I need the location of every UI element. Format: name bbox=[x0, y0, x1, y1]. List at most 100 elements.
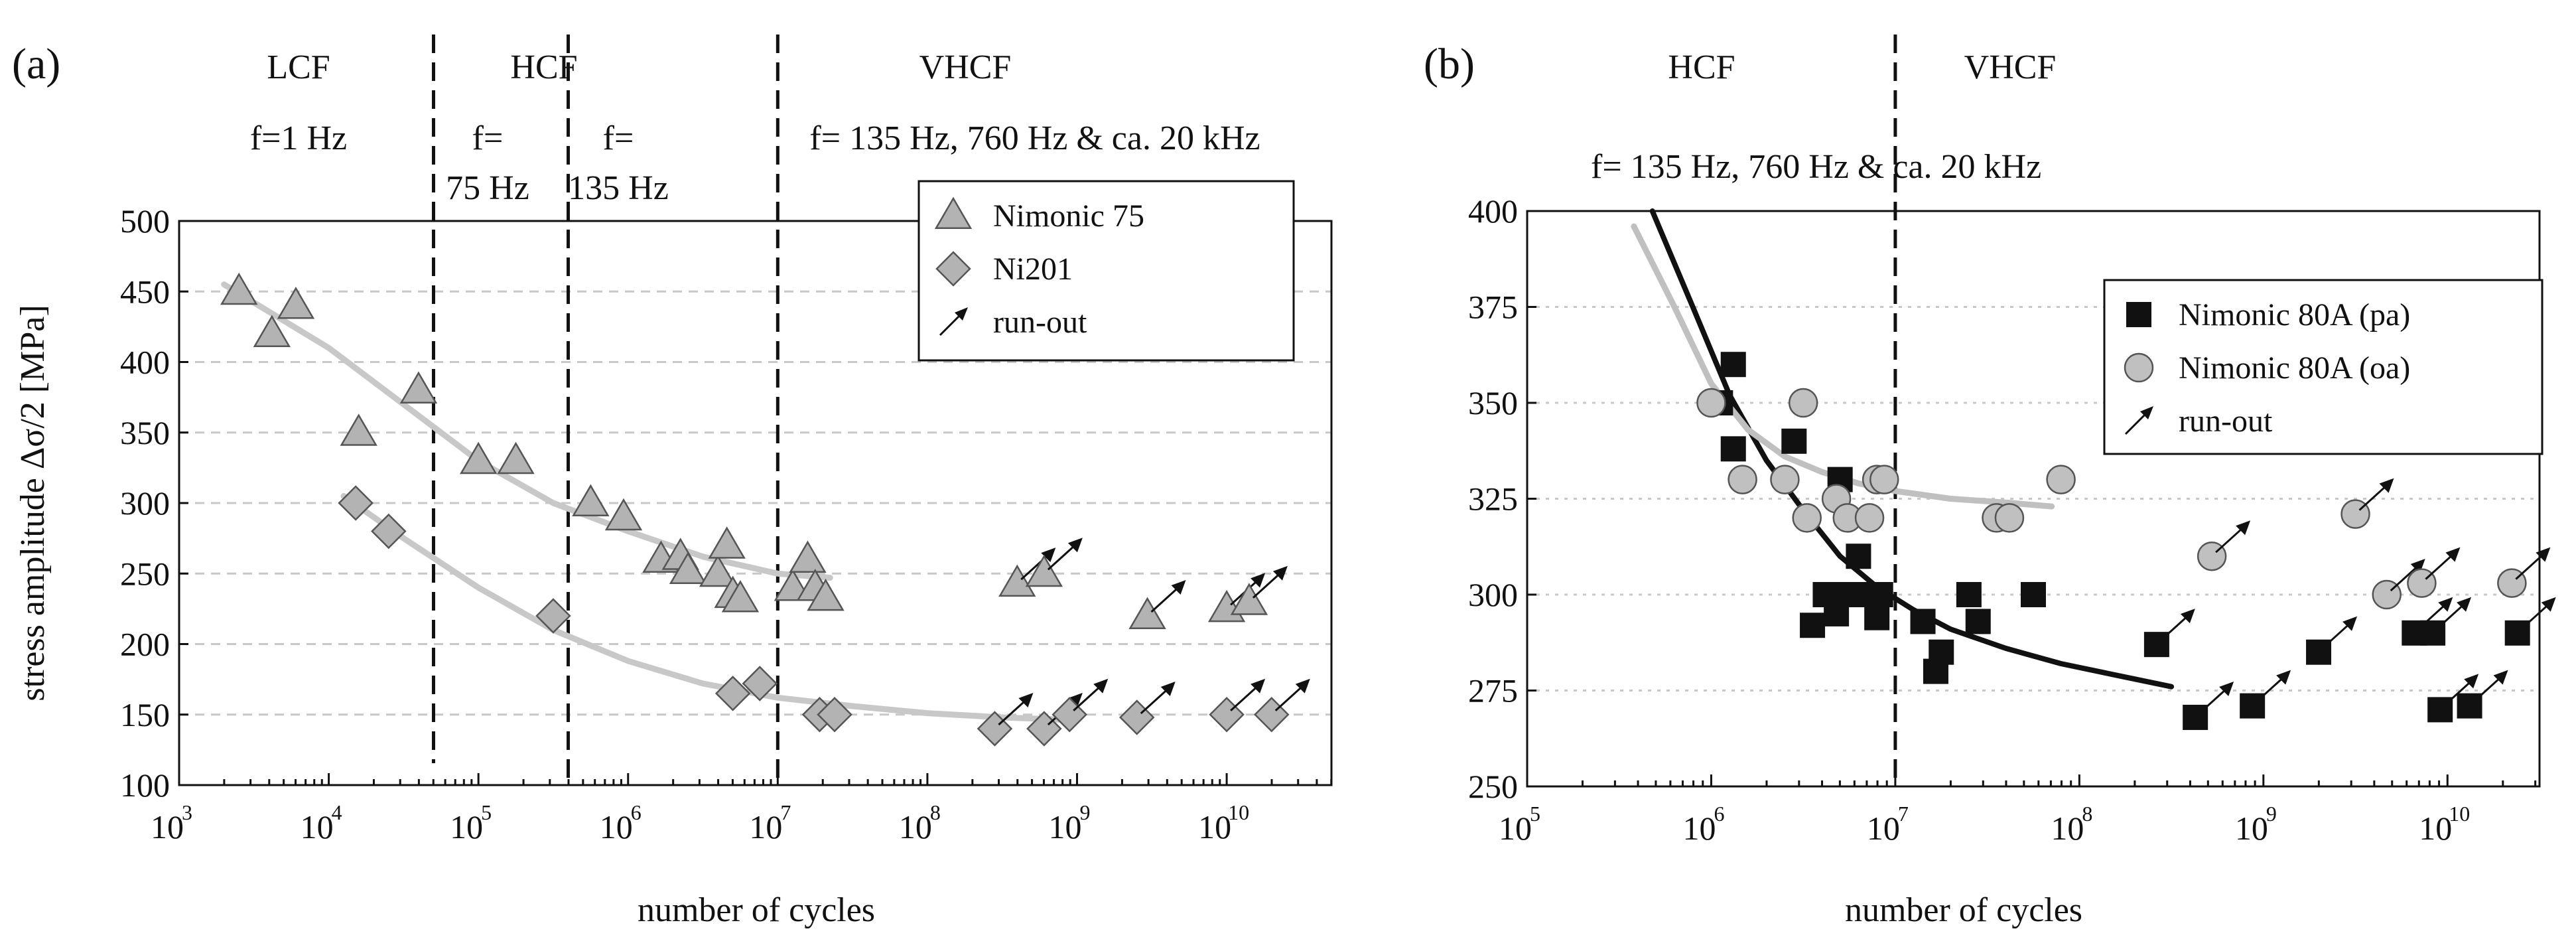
legend: Nimonic 80A (pa) Nimonic 80A (oa) run-out bbox=[2103, 279, 2543, 455]
data-point bbox=[1696, 388, 1726, 418]
runout-arrow-shaft bbox=[2322, 622, 2352, 649]
x-tick-label: 108 bbox=[2051, 802, 2092, 847]
y-tick-label: 350 bbox=[1468, 384, 1518, 421]
runout-arrow-head bbox=[2464, 674, 2479, 689]
data-point bbox=[340, 413, 377, 446]
x-tick-label: 105 bbox=[1499, 802, 1540, 847]
runout-arrow-shaft bbox=[1252, 571, 1282, 599]
runout-arrow-head bbox=[1018, 693, 1034, 707]
data-point bbox=[2021, 582, 2046, 607]
runout-arrow-head bbox=[2536, 547, 2551, 562]
legend-label: run-out bbox=[993, 305, 1087, 340]
data-point bbox=[669, 551, 707, 584]
data-point bbox=[535, 598, 571, 634]
runout-arrow-head bbox=[2438, 597, 2453, 612]
x-tick-base: 10 bbox=[2235, 810, 2268, 847]
x-tick-base: 10 bbox=[450, 808, 483, 845]
data-point bbox=[1788, 388, 1818, 418]
runout-arrow-shaft bbox=[998, 698, 1028, 726]
x-tick-base: 10 bbox=[749, 808, 782, 845]
region-freq-hcf-2: f= bbox=[603, 119, 634, 157]
y-tick-label: 350 bbox=[120, 414, 170, 451]
runout-point bbox=[1230, 583, 1268, 615]
data-point bbox=[1781, 428, 1807, 454]
x-tick-base: 10 bbox=[1499, 810, 1532, 847]
legend-marker bbox=[2126, 302, 2151, 327]
data-point bbox=[1728, 465, 1757, 494]
runout-arrow-shaft bbox=[1274, 684, 1304, 711]
data-point bbox=[1720, 436, 1746, 462]
x-tick-exponent: 9 bbox=[1080, 800, 1091, 824]
runout-arrow-head bbox=[1251, 678, 1266, 694]
x-tick-exponent: 8 bbox=[930, 800, 941, 824]
x-tick-label: 109 bbox=[2235, 802, 2277, 847]
x-tick-base: 10 bbox=[2051, 810, 2084, 847]
region-freq-hcf-2b: 135 Hz bbox=[568, 169, 669, 207]
legend-label: Nimonic 75 bbox=[993, 198, 1144, 234]
data-point bbox=[1910, 609, 1936, 634]
x-tick-exponent: 5 bbox=[481, 800, 492, 824]
data-point bbox=[604, 498, 643, 531]
data-point bbox=[220, 272, 258, 305]
runout-point bbox=[1128, 597, 1166, 629]
fit-curve bbox=[221, 281, 833, 581]
runout-arrow-shaft bbox=[1047, 544, 1077, 571]
y-tick-label: 400 bbox=[120, 344, 170, 381]
region-label-lcf: LCF bbox=[267, 48, 330, 86]
x-tick-exponent: 6 bbox=[631, 800, 642, 824]
series-ni201 bbox=[338, 485, 1310, 747]
series-nimonic-80a-oa- bbox=[1696, 388, 2551, 610]
data-point bbox=[1965, 609, 1991, 634]
data-point bbox=[371, 513, 407, 549]
runout-arrow-head bbox=[2541, 597, 2556, 612]
x-tick-base: 10 bbox=[301, 808, 334, 845]
data-point bbox=[1869, 465, 1899, 494]
runout-arrow-shaft bbox=[2443, 680, 2473, 707]
x-tick-base: 10 bbox=[899, 808, 932, 845]
panel-label: (a) bbox=[12, 40, 60, 88]
legend-frame bbox=[917, 180, 1295, 362]
x-tick-base: 10 bbox=[151, 808, 184, 845]
legend-frame bbox=[2103, 279, 2543, 455]
data-point bbox=[1854, 503, 1885, 533]
data-point bbox=[459, 441, 498, 475]
runout-arrow-head bbox=[2493, 670, 2508, 685]
runout-arrow-shaft bbox=[2358, 484, 2388, 511]
y-tick-label: 400 bbox=[1468, 192, 1518, 230]
legend-label: run-out bbox=[2179, 403, 2273, 439]
x-tick-exponent: 5 bbox=[1530, 802, 1540, 826]
x-tick-exponent: 4 bbox=[332, 800, 342, 824]
panel-label: (b) bbox=[1424, 40, 1475, 88]
runout-arrow-shaft bbox=[2256, 676, 2285, 703]
data-point bbox=[1994, 503, 2025, 533]
x-tick-exponent: 6 bbox=[1714, 802, 1724, 826]
x-tick-label: 103 bbox=[151, 800, 192, 845]
data-point bbox=[2046, 465, 2076, 494]
x-tick-exponent: 3 bbox=[182, 800, 192, 824]
y-tick-label: 325 bbox=[1468, 480, 1518, 518]
runout-arrow-shaft bbox=[2515, 553, 2545, 580]
x-tick-base: 10 bbox=[1867, 810, 1900, 847]
runout-arrow-head bbox=[1251, 573, 1266, 588]
runout-arrow-shaft bbox=[1140, 687, 1170, 715]
x-axis-label: number of cycles bbox=[638, 891, 875, 929]
legend-marker bbox=[935, 251, 971, 287]
legend-marker bbox=[934, 196, 973, 229]
x-tick-exponent: 9 bbox=[2266, 802, 2277, 826]
region-freq-hcf-1: f= bbox=[472, 119, 504, 157]
y-tick-label: 150 bbox=[120, 696, 170, 733]
runout-arrow-shaft bbox=[2425, 553, 2455, 580]
runout-arrow-head bbox=[2410, 559, 2425, 573]
region-label-hcf: HCF bbox=[510, 48, 577, 86]
runout-arrow-head bbox=[2379, 478, 2394, 493]
x-tick-base: 10 bbox=[2419, 810, 2452, 847]
x-tick-label: 107 bbox=[749, 800, 791, 845]
x-tick-base: 10 bbox=[600, 808, 633, 845]
runout-arrow-head bbox=[1041, 548, 1056, 563]
y-tick-label: 375 bbox=[1468, 289, 1518, 326]
x-tick-label: 104 bbox=[301, 800, 342, 845]
x-tick-label: 106 bbox=[1682, 802, 1724, 847]
